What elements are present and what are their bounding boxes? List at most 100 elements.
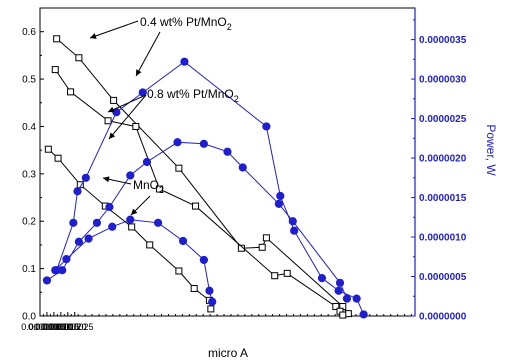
y-left-tick-label: 0.6 — [22, 27, 36, 38]
annotation-subscript: 2 — [159, 185, 164, 195]
x-axis-title: micro A — [208, 346, 248, 360]
y-left-tick-label: 0.2 — [22, 217, 36, 228]
series-0-point — [110, 96, 118, 104]
series-4-point — [105, 202, 114, 212]
series-1-point — [51, 66, 59, 74]
y-right-tick-label: 0.0000010 — [419, 233, 467, 244]
y-right-tick-label: 0.0000015 — [419, 193, 467, 204]
annotation-arrow — [135, 31, 161, 77]
series-1-point — [104, 117, 112, 125]
annotation-arrowhead — [136, 69, 142, 76]
y-left-tick-label: 0.5 — [22, 75, 36, 86]
annotation-arrowhead — [108, 106, 115, 113]
annotation-main: 0.8 wt% Pt/MnO — [147, 87, 234, 101]
annotation-arrowhead — [109, 132, 116, 139]
series-2-point — [76, 181, 84, 189]
x-tick-label: 0.000020 — [49, 322, 87, 332]
series-2-point — [128, 223, 136, 231]
y-right-tick-label: 0.0000020 — [419, 154, 467, 165]
series-1-point — [155, 185, 163, 193]
series-4-point — [274, 199, 283, 208]
series-0-point — [237, 244, 245, 252]
series-1-point — [332, 303, 340, 311]
series-3-point — [352, 294, 361, 303]
series-5-point — [62, 255, 71, 264]
annotation-subscript: 2 — [227, 22, 232, 32]
series-0-point — [258, 243, 266, 251]
y-right-tick-label: 0.0000025 — [419, 114, 467, 125]
series-4-point — [42, 276, 52, 285]
series-3-point — [81, 173, 90, 182]
plot-frame — [39, 7, 416, 317]
series-5-point — [205, 286, 214, 295]
y-left-tick-label: 0.0 — [22, 312, 36, 323]
series-1-point — [192, 202, 200, 210]
series-3-point — [290, 226, 299, 235]
series-3-point — [73, 187, 82, 196]
annotation-label: 0.4 wt% Pt/MnO2 — [140, 15, 232, 32]
series-5-line — [54, 219, 213, 302]
annotation-label: 0.8 wt% Pt/MnO2 — [147, 87, 239, 104]
series-4-point — [223, 147, 232, 156]
series-2-line — [47, 148, 212, 309]
series-2-point — [44, 145, 52, 153]
series-3-point — [359, 310, 368, 319]
series-3-point — [262, 122, 271, 131]
series-2-point — [207, 305, 215, 313]
series-3-point — [69, 218, 78, 227]
annotation-arrowhead — [131, 208, 138, 215]
series-2-point — [54, 154, 62, 162]
series-5-point — [178, 236, 188, 246]
series-2-point — [175, 267, 183, 275]
series-4-point — [142, 157, 152, 167]
series-0-point — [53, 35, 61, 43]
y-right-tick-label: 0.0000000 — [419, 312, 467, 323]
series-1-line — [54, 69, 344, 316]
series-3-point — [180, 57, 189, 66]
series-1-point — [271, 272, 279, 280]
x-tick-label: 0.000005 — [28, 322, 66, 332]
y-left-tick-label: 0.3 — [22, 169, 36, 180]
y-right-tick-label: 0.0000030 — [419, 75, 467, 86]
annotation-arrow — [107, 94, 147, 113]
series-4-point — [173, 138, 182, 147]
annotation-main: MnO — [133, 178, 159, 192]
annotation-arrow — [89, 20, 139, 39]
y-left-tick-label: 0.1 — [22, 264, 36, 275]
series-0-point — [75, 54, 83, 62]
series-5-point — [108, 222, 117, 231]
series-4-point — [199, 139, 208, 148]
annotation-arrowhead — [103, 176, 110, 183]
y-axis-right-title: Power, W — [484, 124, 498, 176]
series-4-point — [58, 266, 67, 275]
series-3-point — [317, 273, 327, 283]
y-left-tick-label: 0.4 — [22, 122, 36, 133]
series-5-point — [208, 297, 217, 306]
series-0-line — [56, 38, 349, 314]
series-5-point — [84, 234, 93, 243]
series-1-point — [132, 122, 140, 130]
annotation-subscript: 2 — [234, 94, 239, 104]
series-3-point — [276, 191, 285, 201]
x-tick-label: 0.000025 — [56, 322, 94, 332]
axis-ticks: 0.00.10.20.30.40.50.60.0000000.0000050.0… — [21, 7, 467, 332]
series-2-point — [146, 241, 154, 249]
x-tick-label: 0.000015 — [42, 322, 80, 332]
series-5-point — [199, 255, 208, 265]
series-4-point — [335, 278, 345, 287]
series-3-point — [334, 286, 343, 295]
series-4-point — [126, 171, 135, 180]
y-right-tick-label: 0.0000035 — [419, 35, 467, 46]
annotation-arrow — [108, 94, 147, 140]
series-5-point — [126, 215, 135, 224]
x-tick-label: 0.000000 — [21, 322, 59, 332]
series-layer — [42, 35, 368, 319]
series-5-point — [51, 266, 60, 275]
annotation-arrowhead — [90, 33, 97, 39]
series-5-point — [153, 218, 163, 227]
series-1-point — [283, 269, 291, 277]
series-0-point — [262, 234, 270, 242]
series-4-point — [74, 237, 83, 246]
series-1-point — [67, 88, 75, 96]
